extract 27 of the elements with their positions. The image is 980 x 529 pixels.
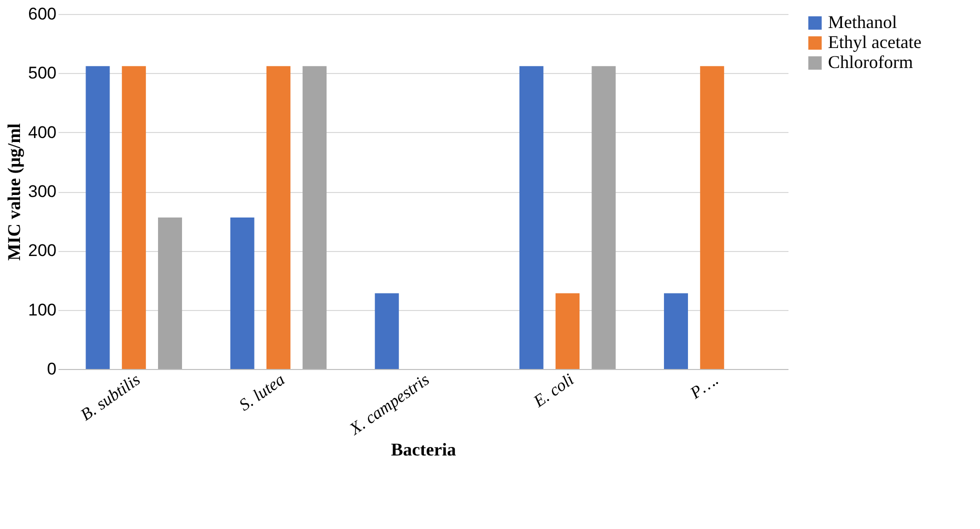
- x-tick-label: S. lutea: [236, 370, 288, 415]
- y-tick-label: 500: [28, 64, 56, 83]
- bar: [230, 218, 254, 369]
- y-tick-label: 400: [28, 122, 56, 142]
- bar: [556, 293, 580, 369]
- bar: [374, 293, 399, 369]
- bar: [302, 66, 327, 369]
- y-tick-label: 600: [28, 4, 56, 24]
- y-tick-label: 200: [28, 241, 56, 260]
- legend-label: Chloroform: [828, 52, 913, 72]
- y-tick-label: 300: [28, 182, 56, 201]
- x-axis-title: Bacteria: [391, 440, 456, 460]
- legend-label: Methanol: [828, 12, 897, 32]
- bar: [700, 66, 724, 369]
- bar: [266, 66, 290, 369]
- x-tick-label: E. coli: [529, 370, 578, 412]
- bar: [158, 218, 182, 369]
- y-tick-label: 0: [47, 360, 56, 378]
- bar: [592, 66, 616, 369]
- bar: [122, 66, 146, 369]
- legend-label: Ethyl acetate: [828, 32, 922, 52]
- y-tick-label: 100: [28, 300, 56, 320]
- x-tick-label: P….: [686, 370, 722, 404]
- bar: [664, 293, 688, 369]
- bar: [86, 66, 110, 369]
- y-axis-title: MIC value (µg/ml: [4, 123, 24, 261]
- bar: [519, 66, 544, 369]
